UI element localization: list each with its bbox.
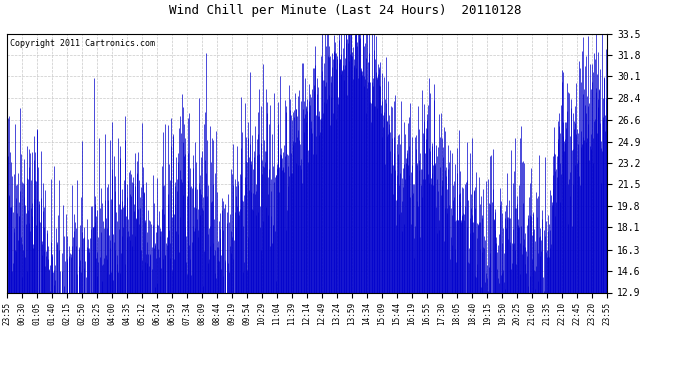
- Text: Wind Chill per Minute (Last 24 Hours)  20110128: Wind Chill per Minute (Last 24 Hours) 20…: [169, 4, 521, 17]
- Text: Copyright 2011 Cartronics.com: Copyright 2011 Cartronics.com: [10, 39, 155, 48]
